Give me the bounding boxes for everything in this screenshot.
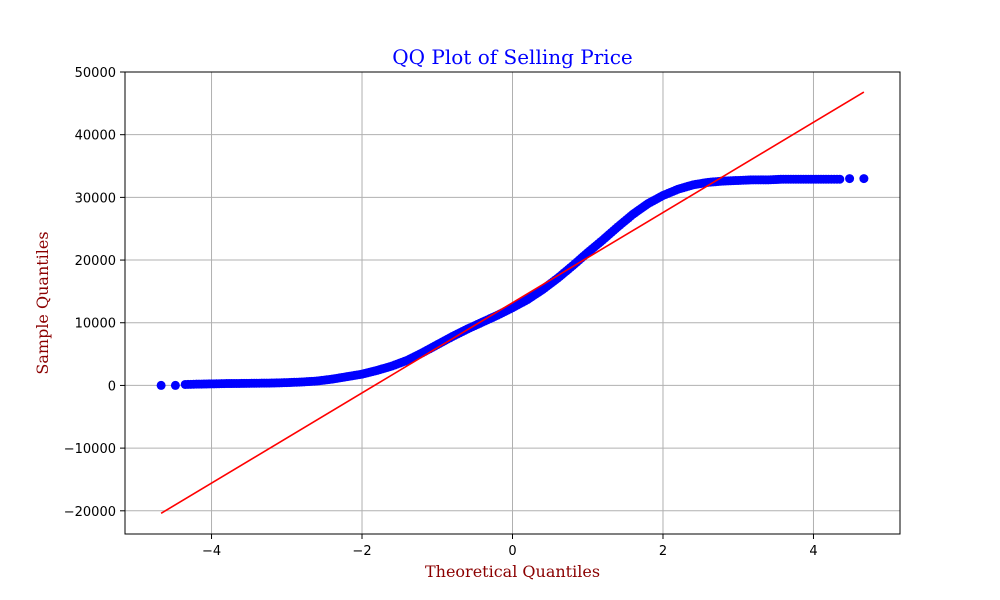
x-tick-label: −4 <box>202 544 221 559</box>
chart-title: QQ Plot of Selling Price <box>392 45 632 69</box>
x-axis-label: Theoretical Quantiles <box>425 562 600 581</box>
data-point <box>156 380 166 390</box>
x-tick-label: −2 <box>352 544 371 559</box>
y-tick-label: 40000 <box>75 129 116 144</box>
x-tick-label: 0 <box>508 544 516 559</box>
data-point <box>170 380 180 390</box>
y-tick-label: 30000 <box>75 191 116 206</box>
reference-line-layer <box>160 91 865 514</box>
x-tick-label: 4 <box>809 544 817 559</box>
reference-line <box>160 91 865 514</box>
y-tick-label: 0 <box>108 379 116 394</box>
data-point <box>845 174 855 184</box>
axis-ticks <box>120 71 814 539</box>
y-tick-label: 20000 <box>75 254 116 269</box>
y-tick-label: 10000 <box>75 317 116 332</box>
x-tick-label: 2 <box>659 544 667 559</box>
data-point <box>835 174 845 184</box>
data-point <box>859 174 869 184</box>
y-axis-label: Sample Quantiles <box>33 231 52 374</box>
y-tick-label: 50000 <box>75 66 116 81</box>
y-tick-label: −10000 <box>64 442 116 457</box>
y-tick-label: −20000 <box>64 505 116 520</box>
axis-tick-labels: −4 −2 0 2 4 −20000 −10000 0 10000 20000 30000 40000… <box>64 66 818 559</box>
